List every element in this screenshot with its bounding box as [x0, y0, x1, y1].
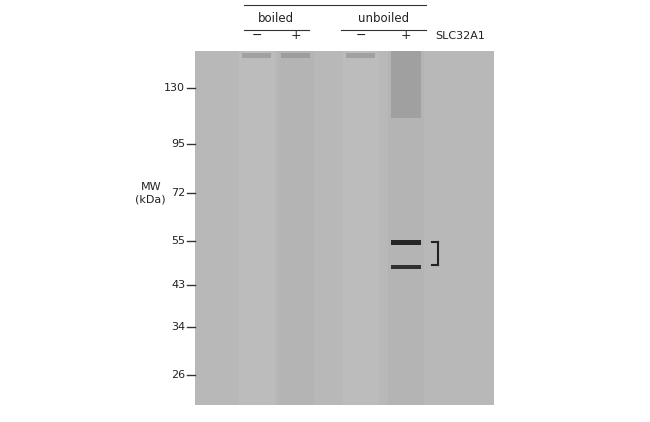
Text: 95: 95: [171, 139, 185, 149]
Text: VGAT: VGAT: [445, 247, 482, 261]
Text: +: +: [291, 30, 301, 42]
Text: 55: 55: [171, 236, 185, 246]
Text: −: −: [356, 30, 366, 42]
Text: 34: 34: [171, 322, 185, 333]
Text: 72: 72: [171, 188, 185, 198]
Text: 43: 43: [171, 280, 185, 290]
Text: 130: 130: [164, 83, 185, 93]
Text: boiled: boiled: [258, 13, 294, 25]
Text: unboiled: unboiled: [358, 13, 409, 25]
Text: MW
(kDa): MW (kDa): [135, 182, 166, 204]
Text: −: −: [252, 30, 262, 42]
Text: SLC32A1: SLC32A1: [436, 31, 486, 41]
Text: 293T: 293T: [314, 0, 346, 2]
Text: 26: 26: [171, 370, 185, 380]
Text: +: +: [401, 30, 411, 42]
